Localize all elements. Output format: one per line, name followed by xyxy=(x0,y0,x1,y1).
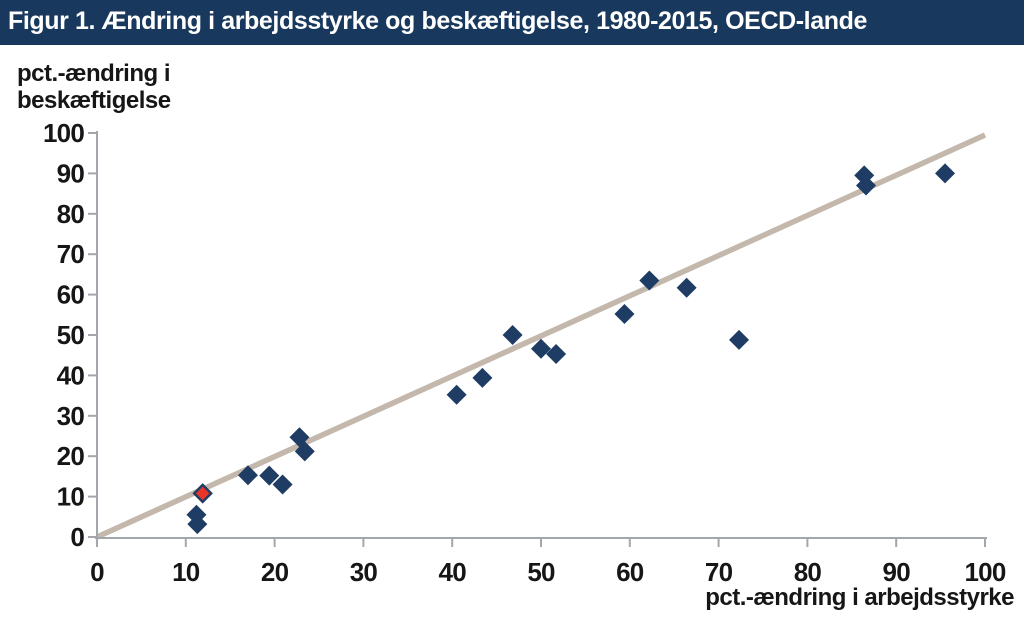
data-point xyxy=(935,163,956,184)
y-tick-label: 0 xyxy=(70,522,84,552)
data-point xyxy=(729,329,750,350)
y-axis-title-line2: beskæftigelse xyxy=(17,87,171,115)
data-point xyxy=(259,465,280,486)
x-tick-label: 10 xyxy=(172,557,200,587)
data-point xyxy=(676,277,697,298)
figure-title-bar: Figur 1. Ændring i arbejdsstyrke og besk… xyxy=(0,0,1024,45)
x-tick-label: 100 xyxy=(965,557,1006,587)
x-tick-label: 20 xyxy=(261,557,289,587)
data-point xyxy=(187,514,208,535)
highlighted-data-point xyxy=(192,483,213,504)
x-tick-label: 40 xyxy=(439,557,467,587)
reference-line xyxy=(95,132,987,540)
x-tick-label: 70 xyxy=(705,557,733,587)
data-point xyxy=(294,441,315,462)
data-point xyxy=(546,343,567,364)
data-point xyxy=(502,325,523,345)
data-point xyxy=(472,367,493,388)
y-tick-label: 20 xyxy=(57,441,85,471)
x-tick-label: 80 xyxy=(794,557,822,587)
x-tick-label: 30 xyxy=(350,557,378,587)
y-tick-label: 100 xyxy=(43,118,84,148)
x-tick-label: 0 xyxy=(90,557,104,587)
y-axis-title: pct.-ændring i beskæftigelse xyxy=(17,60,171,114)
x-tick-label: 60 xyxy=(616,557,644,587)
x-tick-label: 90 xyxy=(883,557,911,587)
y-tick-label: 80 xyxy=(57,199,85,229)
y-tick-label: 30 xyxy=(57,401,85,431)
x-tick-label: 50 xyxy=(527,557,555,587)
data-point xyxy=(531,338,551,359)
y-tick-label: 60 xyxy=(57,280,85,310)
data-point xyxy=(446,384,467,405)
data-point xyxy=(237,465,258,486)
y-tick-label: 40 xyxy=(57,360,85,390)
y-axis-title-line1: pct.-ændring i xyxy=(17,60,170,87)
y-tick-label: 70 xyxy=(57,239,85,269)
data-point xyxy=(272,474,293,495)
x-axis-title: pct.-ændring i arbejdsstyrke xyxy=(705,584,1014,611)
data-point xyxy=(614,303,635,324)
y-tick-label: 10 xyxy=(57,482,85,512)
figure-title: Figur 1. Ændring i arbejdsstyrke og besk… xyxy=(8,7,867,35)
y-tick-label: 90 xyxy=(57,158,85,188)
y-tick-label: 50 xyxy=(57,320,85,350)
data-point xyxy=(856,175,877,196)
data-point xyxy=(639,270,660,291)
